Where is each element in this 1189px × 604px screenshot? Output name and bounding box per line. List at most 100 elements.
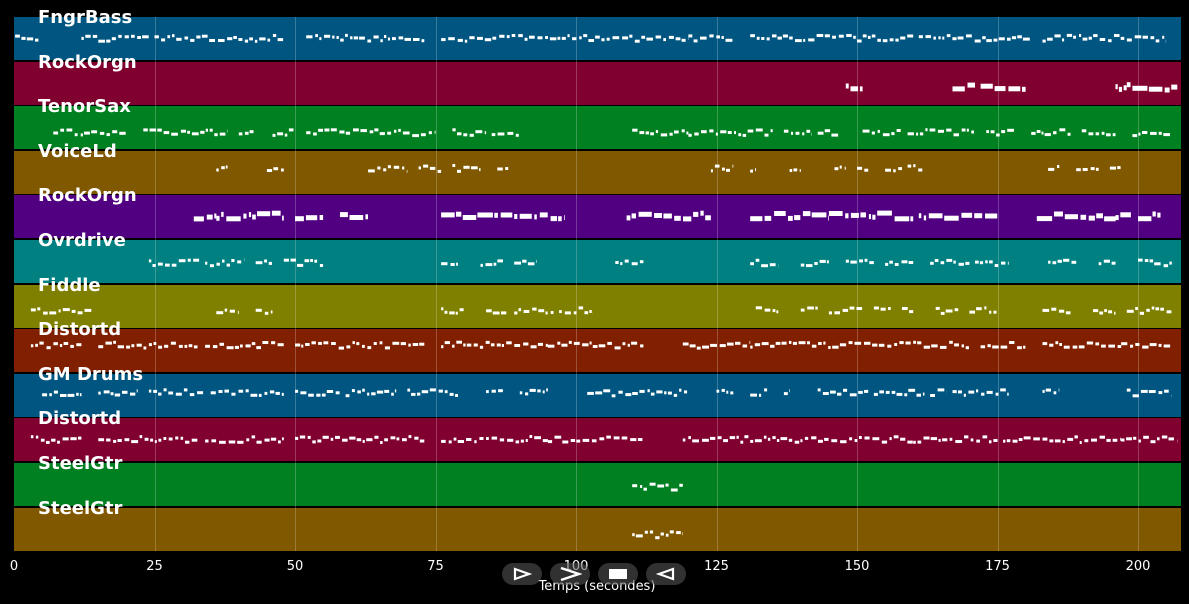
- note: [362, 388, 365, 392]
- note: [1048, 167, 1055, 171]
- note: [441, 440, 446, 444]
- note: [497, 132, 505, 136]
- note: [62, 437, 69, 441]
- track-row[interactable]: [14, 61, 1181, 105]
- note: [824, 129, 831, 133]
- note: [1082, 37, 1088, 41]
- track-row[interactable]: [14, 17, 1181, 60]
- note: [30, 344, 34, 348]
- note: [917, 440, 922, 444]
- note: [319, 215, 324, 221]
- note: [523, 342, 529, 346]
- note: [262, 341, 269, 345]
- track-row[interactable]: [14, 463, 1181, 506]
- note: [919, 132, 924, 136]
- note: [144, 438, 149, 442]
- note: [940, 346, 947, 350]
- note: [257, 211, 271, 217]
- stop-button[interactable]: [598, 563, 638, 585]
- note: [913, 340, 916, 344]
- note: [441, 38, 446, 42]
- note: [189, 392, 195, 396]
- note: [421, 389, 429, 393]
- note: [110, 391, 114, 395]
- note: [877, 38, 881, 42]
- note: [709, 129, 714, 133]
- note: [497, 259, 503, 263]
- note: [889, 437, 892, 441]
- track-row[interactable]: [14, 195, 1181, 239]
- note: [191, 439, 198, 443]
- note: [837, 392, 842, 396]
- note: [589, 309, 592, 313]
- note: [930, 437, 938, 441]
- note: [645, 131, 650, 135]
- note: [1163, 344, 1171, 348]
- note: [457, 38, 463, 42]
- note: [1086, 341, 1094, 345]
- note: [412, 343, 419, 347]
- note: [1059, 343, 1062, 347]
- track-row[interactable]: [14, 418, 1181, 462]
- note: [404, 37, 411, 41]
- note: [918, 213, 922, 219]
- note: [1057, 259, 1062, 263]
- note: [393, 165, 400, 169]
- note: [1157, 437, 1160, 441]
- note: [1135, 306, 1138, 310]
- note: [49, 392, 52, 396]
- note: [1049, 439, 1054, 443]
- note: [1126, 388, 1131, 392]
- note: [1117, 345, 1122, 349]
- note: [1126, 309, 1134, 313]
- note: [1155, 306, 1160, 310]
- note: [1058, 309, 1065, 313]
- note: [119, 131, 126, 135]
- track-row[interactable]: [14, 507, 1181, 551]
- fast-forward-button[interactable]: [550, 563, 590, 585]
- note: [744, 435, 749, 439]
- note: [264, 311, 269, 315]
- note: [537, 389, 541, 393]
- track-row[interactable]: [14, 240, 1181, 283]
- note: [976, 306, 982, 310]
- track-row[interactable]: [14, 150, 1181, 194]
- note: [340, 212, 348, 218]
- note: [1054, 34, 1061, 38]
- note: [91, 130, 98, 134]
- note: [1042, 308, 1050, 312]
- note: [231, 259, 235, 262]
- note: [362, 440, 365, 444]
- rewind-button[interactable]: [646, 563, 686, 585]
- note: [705, 215, 711, 221]
- note: [315, 34, 318, 38]
- note: [113, 440, 117, 444]
- track-row[interactable]: [14, 284, 1181, 328]
- play-button[interactable]: [502, 563, 542, 585]
- note: [519, 214, 532, 220]
- note: [980, 345, 986, 349]
- note: [130, 392, 136, 396]
- note: [626, 215, 631, 221]
- note: [1022, 37, 1030, 41]
- note: [1130, 344, 1134, 348]
- note: [67, 393, 75, 397]
- track-row[interactable]: [14, 106, 1181, 150]
- note: [356, 342, 360, 346]
- note: [477, 212, 493, 218]
- note: [963, 393, 966, 397]
- note: [1120, 212, 1131, 218]
- note: [570, 439, 576, 443]
- note: [413, 38, 420, 41]
- note: [721, 36, 724, 39]
- note: [1079, 34, 1082, 37]
- note: [700, 211, 704, 217]
- track-row[interactable]: [14, 373, 1181, 417]
- note: [761, 37, 765, 40]
- note: [105, 341, 112, 345]
- note: [455, 393, 458, 397]
- note: [844, 166, 846, 170]
- note: [573, 342, 580, 346]
- track-row[interactable]: [14, 329, 1181, 373]
- note: [46, 346, 51, 350]
